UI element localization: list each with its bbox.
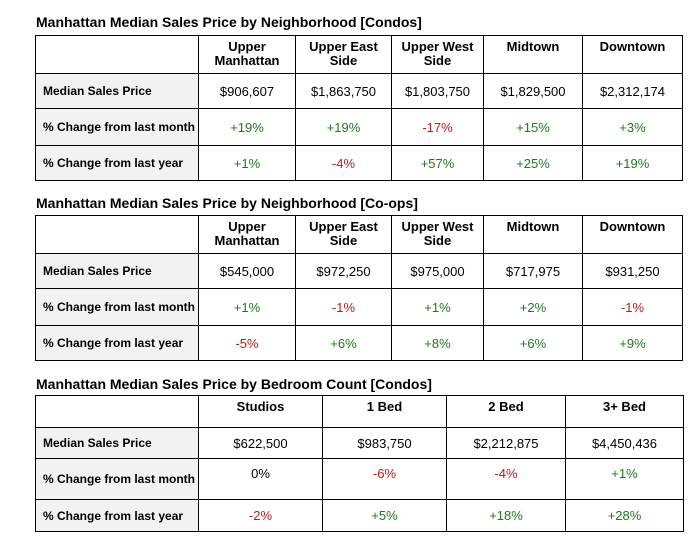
table-cell: $4,450,436 xyxy=(565,427,684,459)
table-cell: $1,863,750 xyxy=(295,73,392,109)
table-cell: $545,000 xyxy=(198,253,296,289)
column-header: Downtown xyxy=(582,35,683,74)
table-cell: -5% xyxy=(198,325,296,361)
table-row: % Change from last month 0% -6% -4% +1% xyxy=(35,458,684,500)
table-header-row: Studios 1 Bed 2 Bed 3+ Bed xyxy=(35,395,684,428)
row-label: Median Sales Price xyxy=(35,253,199,289)
table-header-row: Upper Manhattan Upper East Side Upper We… xyxy=(35,35,683,74)
table-cell: $983,750 xyxy=(322,427,447,459)
row-label: Median Sales Price xyxy=(35,73,199,109)
condos-bedroom-title: Manhattan Median Sales Price by Bedroom … xyxy=(36,376,432,392)
condos-neighborhood-title: Manhattan Median Sales Price by Neighbor… xyxy=(36,14,422,30)
row-label: % Change from last month xyxy=(35,458,199,500)
table-cell: -1% xyxy=(295,288,392,326)
column-header: Upper East Side xyxy=(295,215,392,254)
table-cell: $717,975 xyxy=(483,253,583,289)
table-cell: $2,212,875 xyxy=(446,427,566,459)
column-header: 3+ Bed xyxy=(565,395,684,428)
column-header: Upper Manhattan xyxy=(198,215,296,254)
table-cell: +1% xyxy=(198,145,296,181)
column-header: Upper West Side xyxy=(391,215,484,254)
table-cell: +57% xyxy=(391,145,484,181)
table-row: % Change from last year -2% +5% +18% +28… xyxy=(35,499,684,532)
table-cell: -2% xyxy=(198,499,323,532)
table-cell: +19% xyxy=(295,108,392,146)
table-row: Median Sales Price $622,500 $983,750 $2,… xyxy=(35,427,684,459)
table-header-row: Upper Manhattan Upper East Side Upper We… xyxy=(35,215,683,254)
table-cell: -4% xyxy=(295,145,392,181)
table-cell: +1% xyxy=(391,288,484,326)
table-cell: $975,000 xyxy=(391,253,484,289)
table-cell: -4% xyxy=(446,458,566,500)
column-header: Upper East Side xyxy=(295,35,392,74)
table-cell: +6% xyxy=(295,325,392,361)
table-cell: $906,607 xyxy=(198,73,296,109)
column-header: Upper West Side xyxy=(391,35,484,74)
table-row: Median Sales Price $545,000 $972,250 $97… xyxy=(35,253,683,289)
column-header: 1 Bed xyxy=(322,395,447,428)
table-cell: $931,250 xyxy=(582,253,683,289)
table-row: % Change from last year -5% +6% +8% +6% … xyxy=(35,325,683,361)
condos-neighborhood-table: Upper Manhattan Upper East Side Upper We… xyxy=(35,35,683,181)
table-cell: +9% xyxy=(582,325,683,361)
table-cell: +3% xyxy=(582,108,683,146)
column-header: Midtown xyxy=(483,35,583,74)
column-header: 2 Bed xyxy=(446,395,566,428)
table-row: Median Sales Price $906,607 $1,863,750 $… xyxy=(35,73,683,109)
table-cell: +25% xyxy=(483,145,583,181)
table-row: % Change from last month +19% +19% -17% … xyxy=(35,108,683,146)
header-corner xyxy=(35,35,199,74)
table-cell: $622,500 xyxy=(198,427,323,459)
table-cell: +2% xyxy=(483,288,583,326)
header-corner xyxy=(35,215,199,254)
row-label: % Change from last month xyxy=(35,288,199,326)
table-cell: $1,803,750 xyxy=(391,73,484,109)
table-cell: +1% xyxy=(198,288,296,326)
table-cell: $1,829,500 xyxy=(483,73,583,109)
table-cell: +8% xyxy=(391,325,484,361)
coops-neighborhood-title: Manhattan Median Sales Price by Neighbor… xyxy=(36,195,418,211)
column-header: Upper Manhattan xyxy=(198,35,296,74)
row-label: % Change from last year xyxy=(35,499,199,532)
table-cell: 0% xyxy=(198,458,323,500)
coops-neighborhood-table: Upper Manhattan Upper East Side Upper We… xyxy=(35,215,683,361)
table-row: % Change from last year +1% -4% +57% +25… xyxy=(35,145,683,181)
table-cell: -1% xyxy=(582,288,683,326)
table-cell: -17% xyxy=(391,108,484,146)
table-cell: +19% xyxy=(582,145,683,181)
table-cell: +19% xyxy=(198,108,296,146)
table-cell: +1% xyxy=(565,458,684,500)
table-cell: +28% xyxy=(565,499,684,532)
table-cell: +6% xyxy=(483,325,583,361)
header-corner xyxy=(35,395,199,428)
column-header: Midtown xyxy=(483,215,583,254)
row-label: % Change from last year xyxy=(35,145,199,181)
table-cell: +18% xyxy=(446,499,566,532)
table-cell: -6% xyxy=(322,458,447,500)
column-header: Studios xyxy=(198,395,323,428)
row-label: % Change from last month xyxy=(35,108,199,146)
table-cell: +15% xyxy=(483,108,583,146)
table-row: % Change from last month +1% -1% +1% +2%… xyxy=(35,288,683,326)
row-label: % Change from last year xyxy=(35,325,199,361)
table-cell: +5% xyxy=(322,499,447,532)
row-label: Median Sales Price xyxy=(35,427,199,459)
condos-bedroom-table: Studios 1 Bed 2 Bed 3+ Bed Median Sales … xyxy=(35,395,684,532)
table-cell: $2,312,174 xyxy=(582,73,683,109)
table-cell: $972,250 xyxy=(295,253,392,289)
column-header: Downtown xyxy=(582,215,683,254)
